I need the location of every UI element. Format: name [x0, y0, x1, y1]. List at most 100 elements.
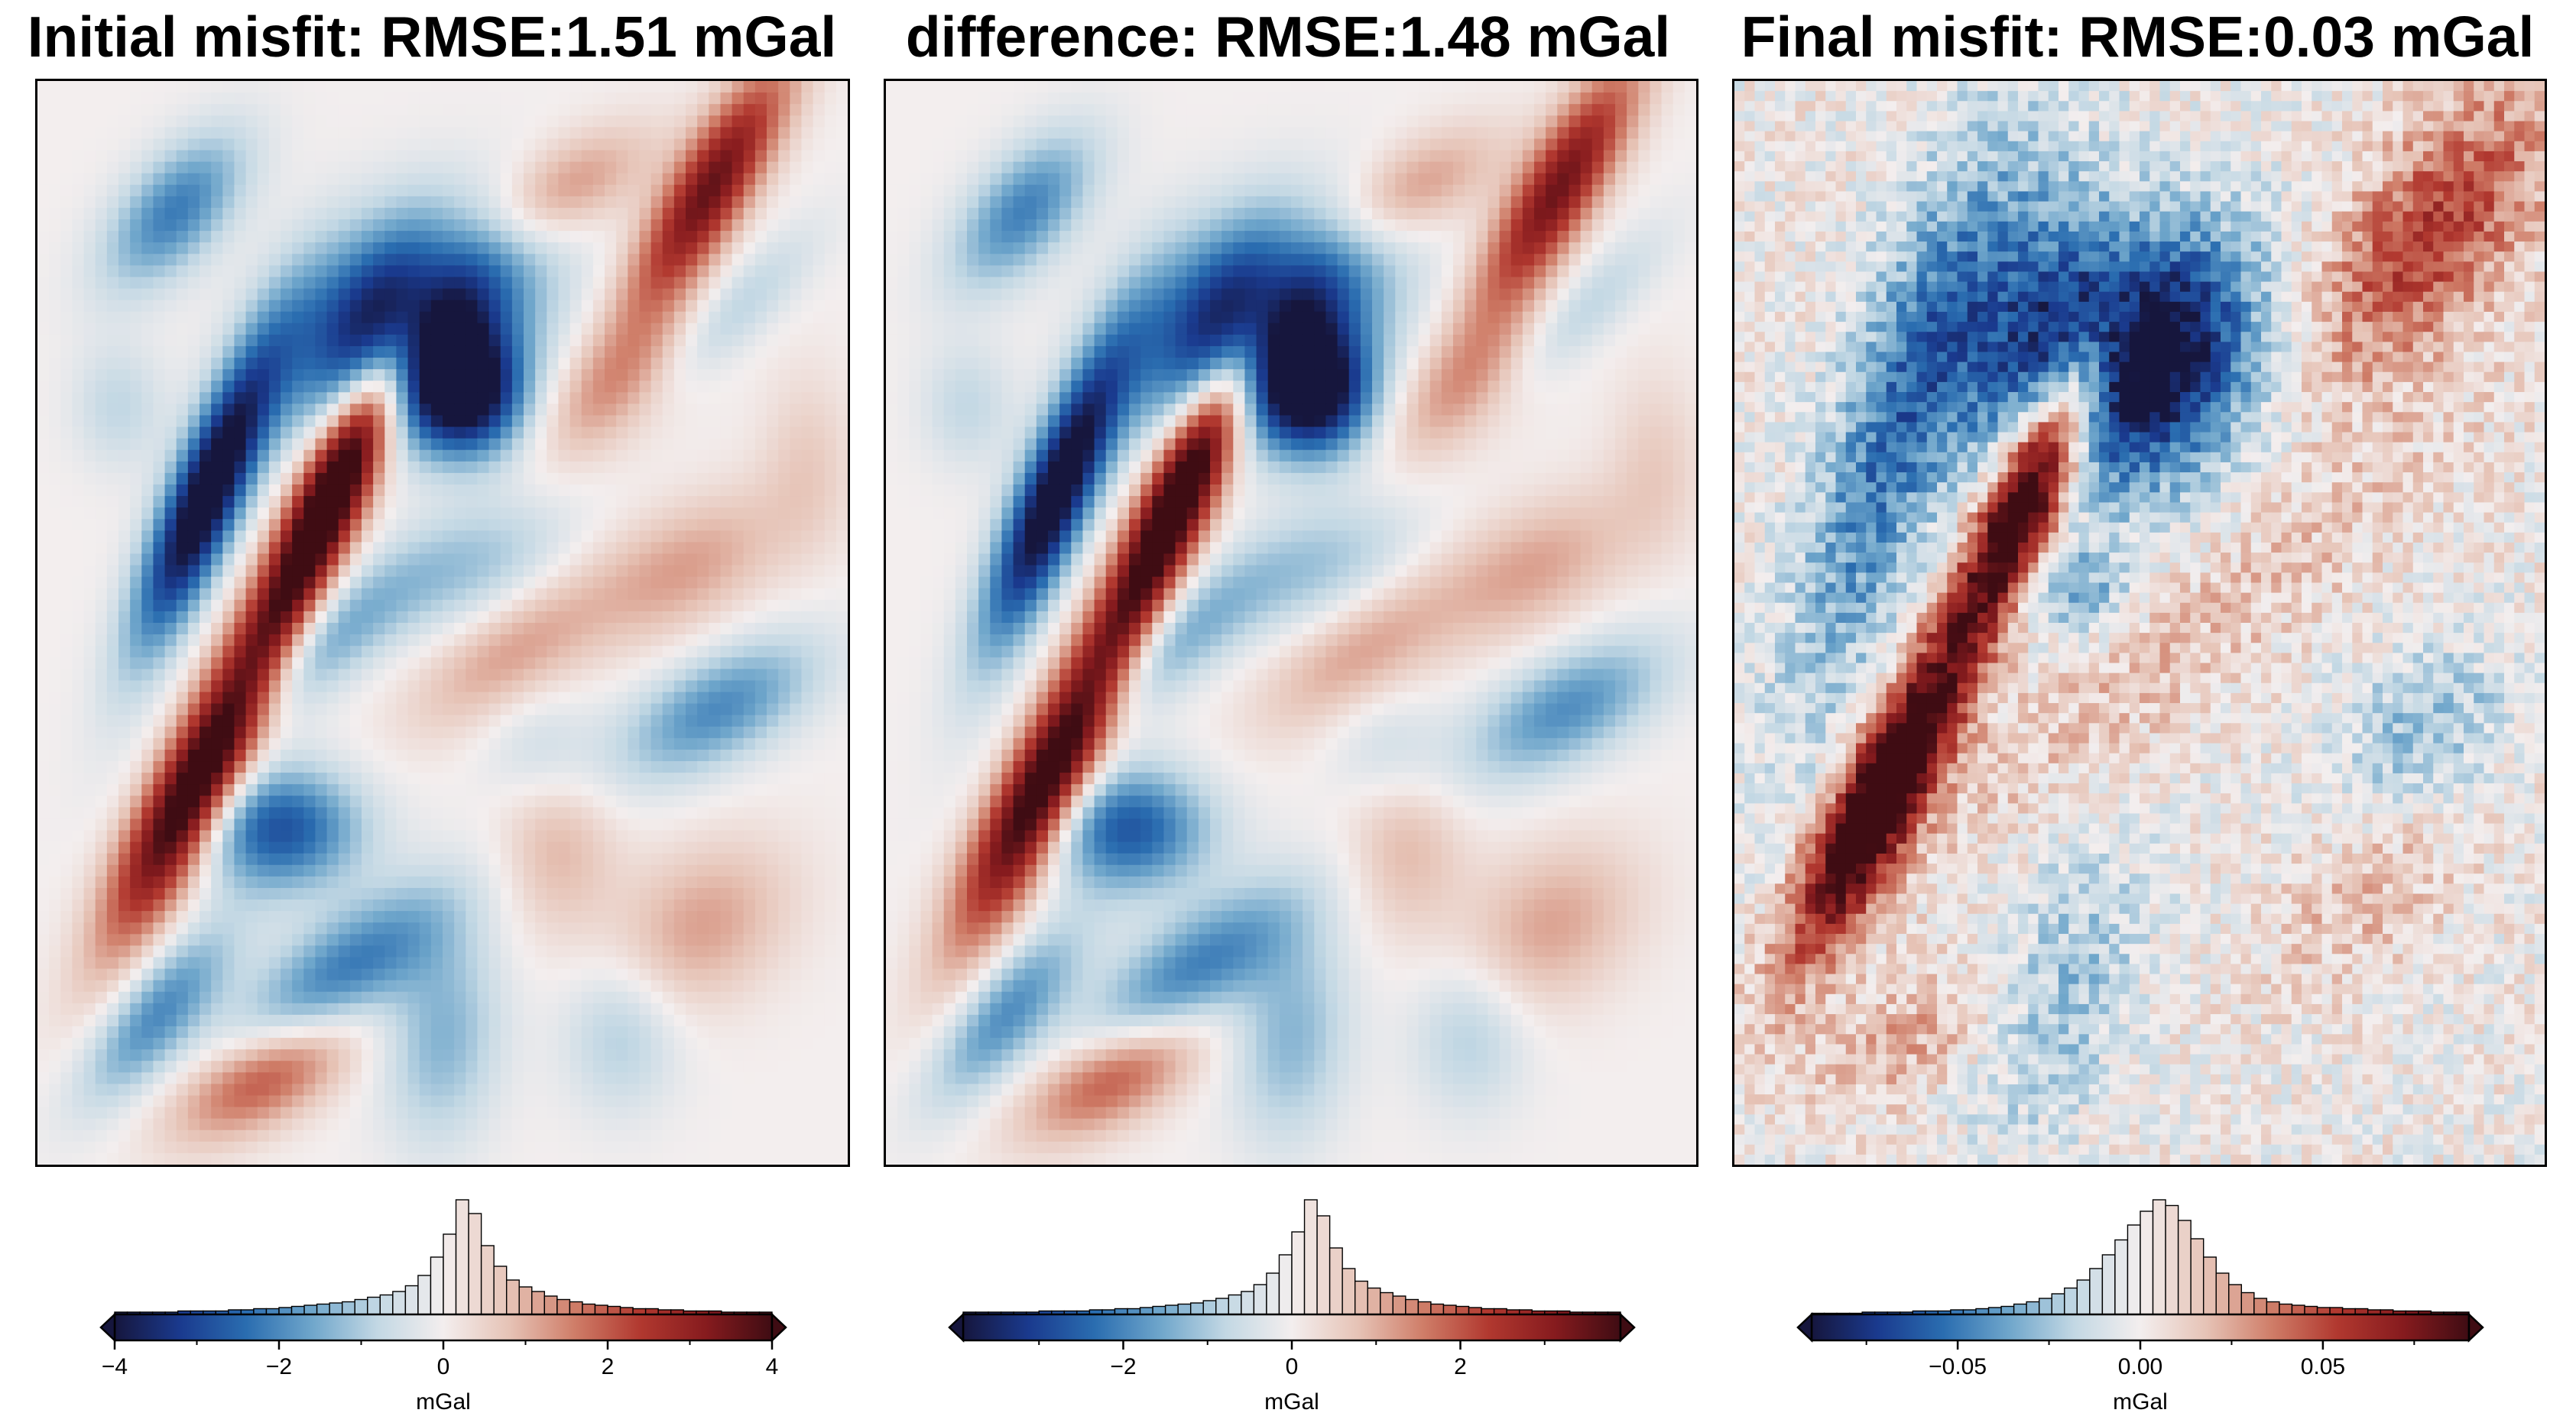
- heatmap-cell: [767, 530, 779, 543]
- heatmap-cell: [211, 507, 223, 520]
- heatmap-cell: [500, 219, 513, 232]
- heatmap-cell: [37, 138, 50, 151]
- heatmap-cell: [118, 138, 131, 151]
- heatmap-cell: [234, 81, 247, 93]
- heatmap-cell: [732, 737, 745, 750]
- heatmap-cell: [303, 737, 316, 750]
- heatmap-cell: [268, 773, 281, 785]
- heatmap-cell: [581, 254, 594, 266]
- heatmap-cell: [500, 761, 513, 773]
- heatmap-cell: [430, 634, 443, 647]
- heatmap-cell: [616, 127, 628, 140]
- heatmap-cell: [813, 265, 826, 278]
- heatmap-cell: [176, 311, 189, 324]
- heatmap-cell: [303, 472, 316, 485]
- heatmap-cell: [373, 588, 385, 601]
- heatmap-cell: [732, 196, 745, 209]
- heatmap-cell: [813, 415, 826, 428]
- heatmap-cell: [338, 703, 351, 716]
- heatmap-cell: [141, 196, 154, 209]
- heatmap-cell: [835, 358, 848, 370]
- heatmap-cell: [384, 207, 397, 220]
- heatmap-cell: [605, 472, 617, 485]
- heatmap-cell: [176, 715, 189, 728]
- heatmap-cell: [628, 358, 641, 370]
- heatmap-cell: [605, 634, 617, 647]
- heatmap-cell: [222, 680, 235, 693]
- heatmap-cell: [754, 761, 767, 773]
- heatmap-cell: [200, 322, 212, 335]
- heatmap-cell: [72, 161, 85, 174]
- heatmap-cell: [581, 322, 594, 335]
- heatmap-cell: [650, 426, 663, 439]
- heatmap-cell: [605, 715, 617, 728]
- heatmap-cell: [222, 715, 235, 728]
- heatmap-cell: [292, 657, 304, 669]
- heatmap-cell: [709, 484, 722, 497]
- heatmap-cell: [211, 300, 223, 313]
- heatmap-cell: [581, 358, 594, 370]
- heatmap-cell: [778, 438, 790, 451]
- heatmap-cell: [268, 472, 281, 485]
- heatmap-cell: [754, 138, 767, 151]
- heatmap-cell: [778, 415, 790, 428]
- heatmap-cell: [662, 345, 675, 358]
- heatmap-cell: [281, 207, 293, 220]
- heatmap-cell: [349, 773, 362, 785]
- heatmap-cell: [234, 161, 247, 174]
- heatmap-cell: [407, 426, 420, 439]
- heatmap-cell: [49, 726, 61, 739]
- heatmap-cell: [211, 796, 223, 808]
- heatmap-cell: [511, 277, 524, 290]
- heatmap-cell: [60, 830, 73, 843]
- heatmap-cell: [95, 576, 108, 589]
- heatmap-cell: [373, 657, 385, 669]
- heatmap-cell: [281, 184, 293, 197]
- heatmap-cell: [430, 553, 443, 566]
- heatmap-cell: [720, 288, 733, 301]
- heatmap-cell: [790, 519, 803, 531]
- heatmap-cell: [778, 715, 790, 728]
- heatmap-cell: [592, 657, 605, 669]
- heatmap-cell: [547, 138, 560, 151]
- heatmap-cell: [754, 184, 767, 197]
- heatmap-cell: [164, 715, 177, 728]
- heatmap-cell: [697, 300, 709, 313]
- heatmap-cell: [754, 726, 767, 739]
- heatmap-cell: [430, 311, 443, 324]
- heatmap-cell: [257, 115, 270, 128]
- heatmap-cell: [268, 807, 281, 820]
- heatmap-cell: [581, 403, 594, 416]
- heatmap-cell: [813, 507, 826, 520]
- heatmap-cell: [430, 219, 443, 232]
- heatmap-cell: [697, 311, 709, 324]
- heatmap-cell: [49, 449, 61, 462]
- heatmap-cell: [373, 553, 385, 566]
- heatmap-cell: [639, 184, 652, 197]
- heatmap-cell: [673, 484, 686, 497]
- heatmap-cell: [824, 830, 837, 843]
- heatmap-cell: [835, 288, 848, 301]
- heatmap-cell: [222, 519, 235, 531]
- heatmap-cell: [176, 588, 189, 601]
- heatmap-cell: [430, 646, 443, 658]
- heatmap-cell: [558, 680, 571, 693]
- heatmap-cell: [257, 484, 270, 497]
- heatmap-cell: [790, 254, 803, 266]
- heatmap-cell: [813, 403, 826, 416]
- heatmap-cell: [106, 818, 119, 831]
- heatmap-cell: [743, 403, 756, 416]
- heatmap-cell: [268, 196, 281, 209]
- heatmap-cell: [164, 807, 177, 820]
- heatmap-cell: [130, 853, 142, 866]
- heatmap-cell: [419, 449, 432, 462]
- heatmap-cell: [419, 496, 432, 508]
- heatmap-cell: [245, 634, 258, 647]
- heatmap-cell: [419, 669, 432, 682]
- heatmap-cell: [488, 231, 501, 243]
- heatmap-cell: [790, 726, 803, 739]
- heatmap-cell: [754, 300, 767, 313]
- heatmap-cell: [72, 369, 85, 381]
- heatmap-cell: [176, 876, 189, 889]
- heatmap-cell: [153, 484, 166, 497]
